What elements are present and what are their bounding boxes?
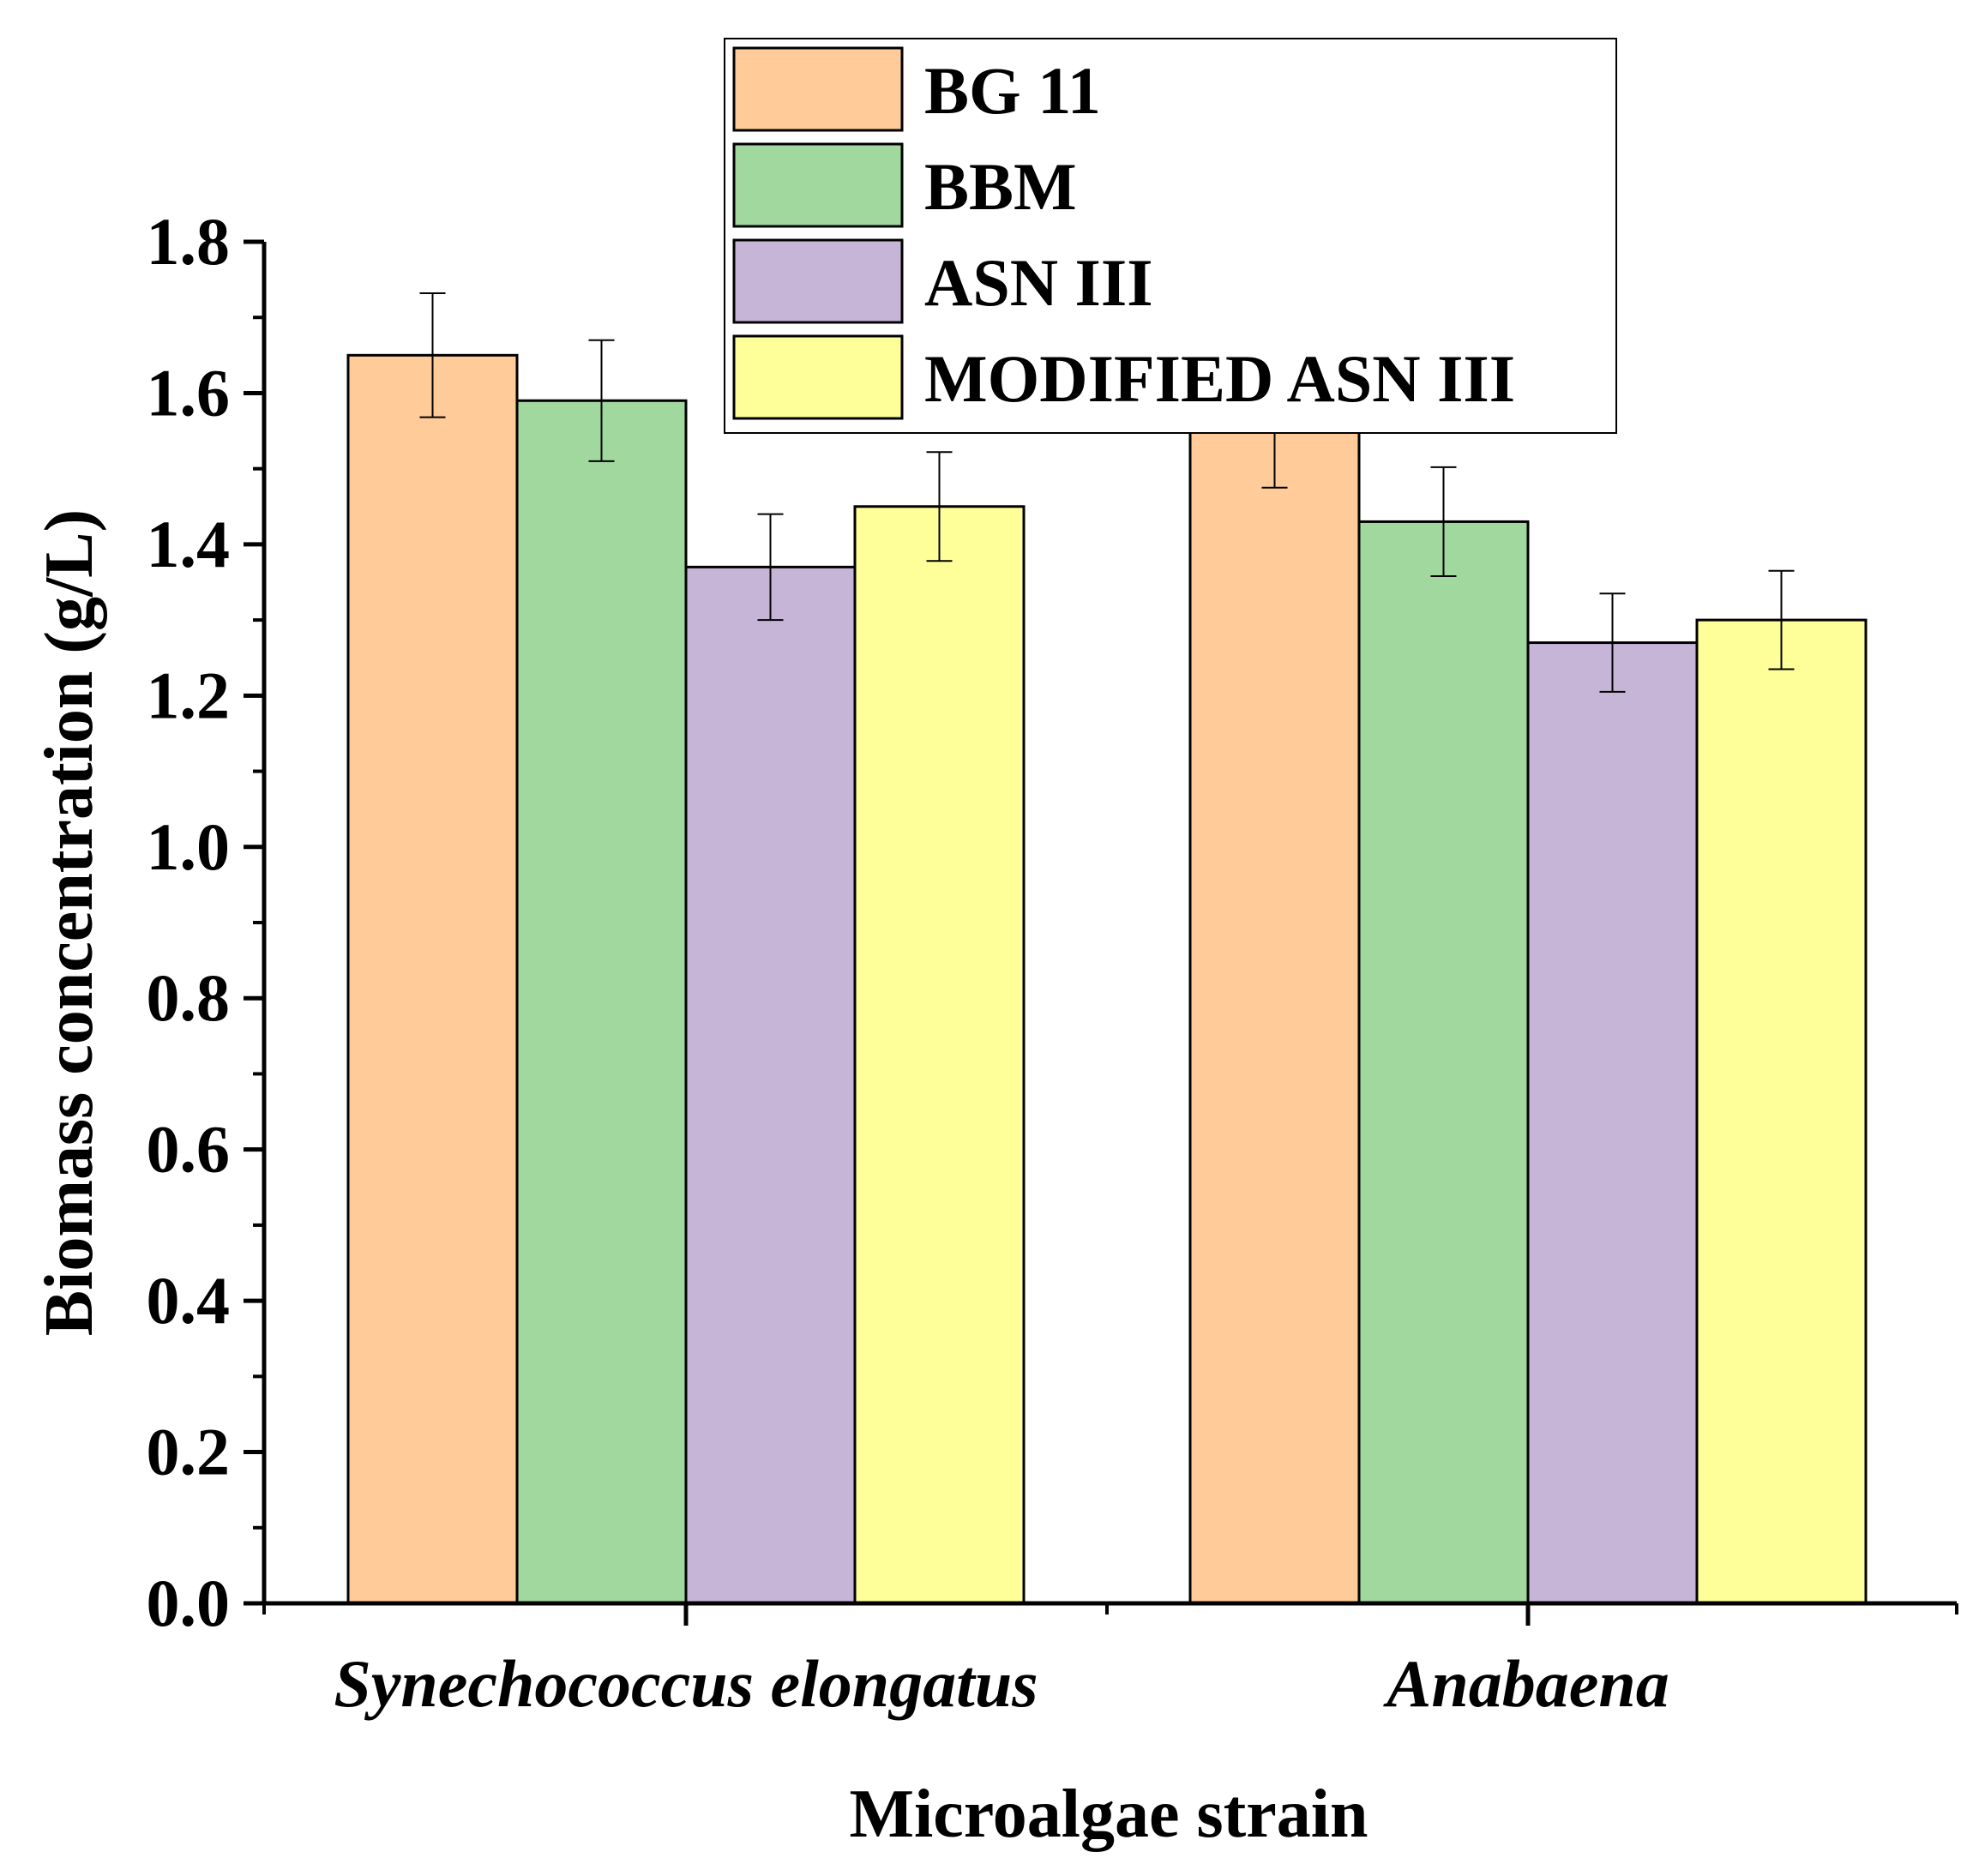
bar-asn-iii-2 [1526, 641, 1699, 1605]
legend-swatch-2 [732, 142, 904, 228]
y-tick-label: 0.2 [147, 1415, 231, 1489]
error-bar-asn-iii-1 [757, 513, 784, 622]
bar-bbm-1 [515, 399, 688, 1605]
x-category-label: Synechococcus elongatus [334, 1646, 1038, 1721]
legend-label-4: MODIFIED ASN III [924, 341, 1515, 416]
y-tick-label: 1.8 [147, 204, 231, 279]
bars-layer [346, 353, 1868, 1605]
bar-modified-asn-iii-1 [853, 505, 1026, 1605]
y-tick-label: 0.4 [147, 1263, 231, 1338]
error-bar-asn-iii-2 [1599, 592, 1626, 693]
y-tick-label: 1.2 [147, 658, 231, 732]
bar-asn-iii-1 [684, 565, 857, 1605]
x-axis-title: Microalgae strain [849, 1777, 1368, 1852]
legend-label-2: BBM [924, 149, 1077, 224]
error-bar-modified-asn-iii-1 [926, 451, 953, 562]
legend-swatch-3 [732, 238, 904, 324]
error-bar-bbm-1 [588, 339, 615, 462]
y-ticks-layer: 0.0 0.2 0.4 0.6 0.8 1.0 1.2 1.4 1.6 1.8 [147, 204, 264, 1640]
y-tick-label: 1.6 [147, 355, 231, 430]
error-bar-modified-asn-iii-2 [1768, 569, 1795, 670]
bar-bg-11-1 [346, 353, 519, 1605]
y-tick-label: 0.0 [147, 1566, 231, 1640]
x-ticks-layer: Synechococcus elongatus Anabaena [262, 1603, 1958, 1721]
error-bar-bbm-2 [1430, 466, 1457, 577]
bar-bg-11-2 [1188, 422, 1361, 1605]
y-tick-label: 0.6 [147, 1112, 231, 1187]
legend-label-1: BG 11 [924, 53, 1101, 128]
x-category-label: Anabaena [1382, 1646, 1669, 1721]
y-tick-label: 1.4 [147, 507, 231, 581]
y-tick-label: 1.0 [147, 809, 231, 884]
y-tick-label: 0.8 [147, 960, 231, 1035]
legend-swatch-4 [732, 334, 904, 420]
legend-swatch-1 [732, 46, 904, 132]
error-bar-bg-11-1 [419, 292, 446, 418]
error-bars-layer [419, 292, 1795, 693]
legend: BG 11 BBM ASN III MODIFIED ASN III [724, 38, 1617, 434]
bar-bbm-2 [1357, 520, 1530, 1605]
legend-label-3: ASN III [924, 245, 1153, 320]
y-axis-title: Biomass concentration (g/L) [32, 509, 107, 1336]
bar-modified-asn-iii-2 [1695, 618, 1868, 1605]
